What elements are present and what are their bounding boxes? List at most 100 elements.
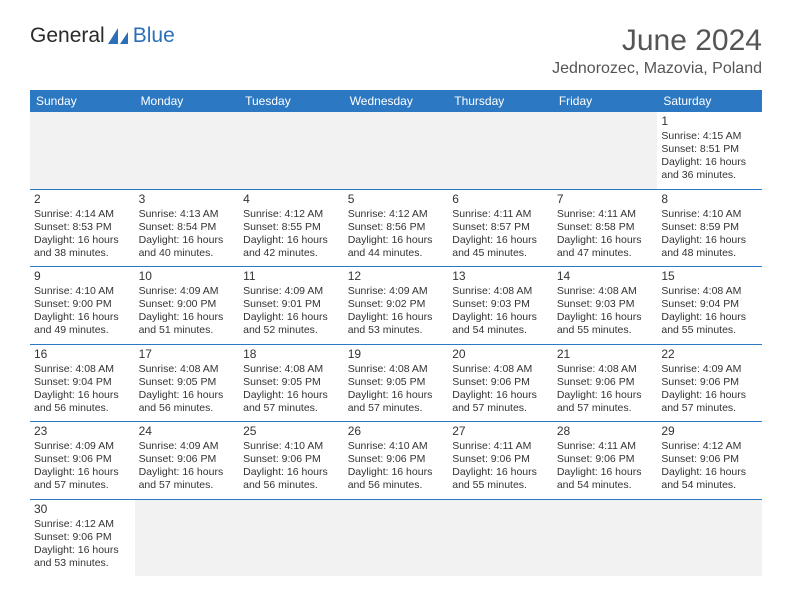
- header-wednesday: Wednesday: [344, 90, 449, 112]
- sunrise-text: Sunrise: 4:09 AM: [139, 440, 236, 453]
- sunset-text: Sunset: 9:04 PM: [661, 298, 758, 311]
- calendar-cell: 2Sunrise: 4:14 AMSunset: 8:53 PMDaylight…: [30, 189, 135, 267]
- sunrise-text: Sunrise: 4:11 AM: [452, 440, 549, 453]
- sunrise-text: Sunrise: 4:12 AM: [34, 518, 131, 531]
- day-number: 27: [452, 424, 549, 439]
- calendar-row: 30Sunrise: 4:12 AMSunset: 9:06 PMDayligh…: [30, 499, 762, 576]
- header-tuesday: Tuesday: [239, 90, 344, 112]
- daylight1-text: Daylight: 16 hours: [452, 311, 549, 324]
- day-number: 22: [661, 347, 758, 362]
- daylight2-text: and 56 minutes.: [348, 479, 445, 492]
- daylight2-text: and 57 minutes.: [557, 402, 654, 415]
- day-number: 11: [243, 269, 340, 284]
- page-header: General Blue June 2024 Jednorozec, Mazov…: [30, 24, 762, 78]
- day-number: 18: [243, 347, 340, 362]
- sunset-text: Sunset: 9:03 PM: [452, 298, 549, 311]
- logo-text-general: General: [30, 24, 105, 48]
- sunset-text: Sunset: 9:02 PM: [348, 298, 445, 311]
- sunrise-text: Sunrise: 4:09 AM: [348, 285, 445, 298]
- header-friday: Friday: [553, 90, 658, 112]
- sunrise-text: Sunrise: 4:09 AM: [139, 285, 236, 298]
- daylight1-text: Daylight: 16 hours: [34, 389, 131, 402]
- daylight1-text: Daylight: 16 hours: [661, 466, 758, 479]
- calendar-cell: 17Sunrise: 4:08 AMSunset: 9:05 PMDayligh…: [135, 344, 240, 422]
- calendar-cell: 21Sunrise: 4:08 AMSunset: 9:06 PMDayligh…: [553, 344, 658, 422]
- daylight1-text: Daylight: 16 hours: [139, 389, 236, 402]
- sunset-text: Sunset: 9:06 PM: [557, 453, 654, 466]
- daylight2-text: and 38 minutes.: [34, 247, 131, 260]
- daylight1-text: Daylight: 16 hours: [661, 311, 758, 324]
- calendar-cell: [239, 112, 344, 189]
- sunset-text: Sunset: 8:51 PM: [661, 143, 758, 156]
- calendar-cell: 15Sunrise: 4:08 AMSunset: 9:04 PMDayligh…: [657, 267, 762, 345]
- daylight1-text: Daylight: 16 hours: [34, 234, 131, 247]
- sunrise-text: Sunrise: 4:08 AM: [139, 363, 236, 376]
- daylight1-text: Daylight: 16 hours: [348, 466, 445, 479]
- sunset-text: Sunset: 9:06 PM: [661, 376, 758, 389]
- calendar-cell: [553, 499, 658, 576]
- sunset-text: Sunset: 9:06 PM: [557, 376, 654, 389]
- sunset-text: Sunset: 8:56 PM: [348, 221, 445, 234]
- calendar-cell: 18Sunrise: 4:08 AMSunset: 9:05 PMDayligh…: [239, 344, 344, 422]
- calendar-cell: [657, 499, 762, 576]
- day-number: 21: [557, 347, 654, 362]
- calendar-cell: [239, 499, 344, 576]
- sunrise-text: Sunrise: 4:13 AM: [139, 208, 236, 221]
- calendar-table: Sunday Monday Tuesday Wednesday Thursday…: [30, 90, 762, 576]
- sunset-text: Sunset: 8:53 PM: [34, 221, 131, 234]
- sunset-text: Sunset: 9:05 PM: [139, 376, 236, 389]
- day-number: 25: [243, 424, 340, 439]
- calendar-cell: 20Sunrise: 4:08 AMSunset: 9:06 PMDayligh…: [448, 344, 553, 422]
- sunrise-text: Sunrise: 4:08 AM: [661, 285, 758, 298]
- sunset-text: Sunset: 9:06 PM: [452, 376, 549, 389]
- calendar-cell: 16Sunrise: 4:08 AMSunset: 9:04 PMDayligh…: [30, 344, 135, 422]
- daylight2-text: and 36 minutes.: [661, 169, 758, 182]
- day-number: 4: [243, 192, 340, 207]
- daylight1-text: Daylight: 16 hours: [243, 389, 340, 402]
- sunset-text: Sunset: 8:55 PM: [243, 221, 340, 234]
- logo-sail-icon: [108, 28, 130, 44]
- sunrise-text: Sunrise: 4:11 AM: [557, 440, 654, 453]
- header-monday: Monday: [135, 90, 240, 112]
- day-number: 14: [557, 269, 654, 284]
- sunset-text: Sunset: 9:04 PM: [34, 376, 131, 389]
- calendar-row: 9Sunrise: 4:10 AMSunset: 9:00 PMDaylight…: [30, 267, 762, 345]
- title-block: June 2024 Jednorozec, Mazovia, Poland: [552, 24, 762, 78]
- daylight1-text: Daylight: 16 hours: [452, 466, 549, 479]
- sunrise-text: Sunrise: 4:11 AM: [452, 208, 549, 221]
- day-number: 6: [452, 192, 549, 207]
- sunrise-text: Sunrise: 4:12 AM: [243, 208, 340, 221]
- daylight2-text: and 55 minutes.: [661, 324, 758, 337]
- calendar-cell: 11Sunrise: 4:09 AMSunset: 9:01 PMDayligh…: [239, 267, 344, 345]
- daylight2-text: and 57 minutes.: [348, 402, 445, 415]
- sunrise-text: Sunrise: 4:09 AM: [243, 285, 340, 298]
- sunrise-text: Sunrise: 4:10 AM: [243, 440, 340, 453]
- calendar-cell: 14Sunrise: 4:08 AMSunset: 9:03 PMDayligh…: [553, 267, 658, 345]
- logo: General Blue: [30, 24, 175, 48]
- sunrise-text: Sunrise: 4:08 AM: [557, 363, 654, 376]
- calendar-cell: 23Sunrise: 4:09 AMSunset: 9:06 PMDayligh…: [30, 422, 135, 500]
- sunset-text: Sunset: 9:00 PM: [34, 298, 131, 311]
- daylight1-text: Daylight: 16 hours: [452, 389, 549, 402]
- calendar-cell: 7Sunrise: 4:11 AMSunset: 8:58 PMDaylight…: [553, 189, 658, 267]
- daylight1-text: Daylight: 16 hours: [348, 311, 445, 324]
- calendar-row: 1Sunrise: 4:15 AMSunset: 8:51 PMDaylight…: [30, 112, 762, 189]
- day-number: 1: [661, 114, 758, 129]
- sunset-text: Sunset: 9:06 PM: [243, 453, 340, 466]
- daylight2-text: and 52 minutes.: [243, 324, 340, 337]
- calendar-cell: 10Sunrise: 4:09 AMSunset: 9:00 PMDayligh…: [135, 267, 240, 345]
- day-number: 12: [348, 269, 445, 284]
- daylight2-text: and 45 minutes.: [452, 247, 549, 260]
- day-number: 10: [139, 269, 236, 284]
- day-number: 17: [139, 347, 236, 362]
- sunset-text: Sunset: 9:00 PM: [139, 298, 236, 311]
- sunrise-text: Sunrise: 4:14 AM: [34, 208, 131, 221]
- header-thursday: Thursday: [448, 90, 553, 112]
- sunset-text: Sunset: 8:58 PM: [557, 221, 654, 234]
- daylight1-text: Daylight: 16 hours: [557, 234, 654, 247]
- calendar-cell: 30Sunrise: 4:12 AMSunset: 9:06 PMDayligh…: [30, 499, 135, 576]
- sunrise-text: Sunrise: 4:08 AM: [557, 285, 654, 298]
- daylight2-text: and 56 minutes.: [243, 479, 340, 492]
- day-number: 9: [34, 269, 131, 284]
- calendar-cell: 24Sunrise: 4:09 AMSunset: 9:06 PMDayligh…: [135, 422, 240, 500]
